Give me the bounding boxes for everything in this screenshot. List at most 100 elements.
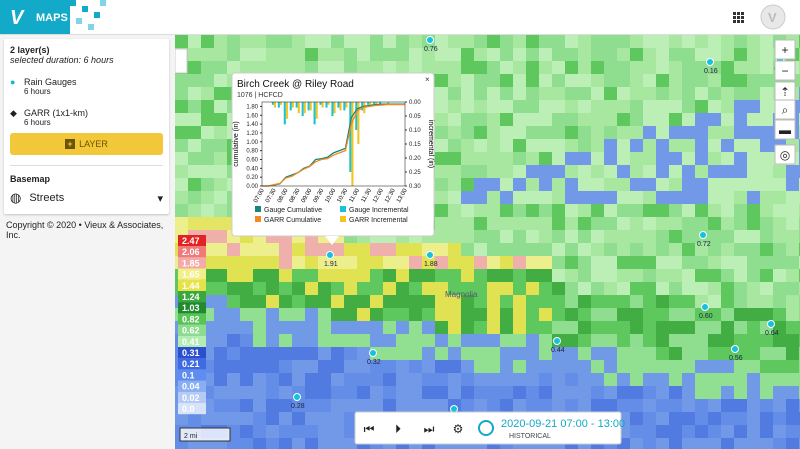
rain-cell xyxy=(760,334,773,347)
rain-cell xyxy=(604,269,617,282)
rain-cell xyxy=(279,48,292,61)
avatar[interactable] xyxy=(760,4,786,30)
rain-cell xyxy=(656,126,669,139)
rain-cell xyxy=(695,100,708,113)
rain-gauge[interactable] xyxy=(706,58,714,66)
basemap-select[interactable]: ◍ Streets ▾ xyxy=(10,190,163,205)
rain-cell xyxy=(591,347,604,360)
playback-button[interactable]: ⚙ xyxy=(453,422,464,436)
layer-item[interactable]: ◆ GARR (1x1-km) 6 hours xyxy=(10,108,89,127)
rain-cell xyxy=(526,152,539,165)
rain-cell xyxy=(474,399,487,412)
rain-cell xyxy=(591,113,604,126)
rain-cell xyxy=(682,35,695,48)
rain-cell xyxy=(760,113,773,126)
popup-close[interactable]: × xyxy=(425,75,430,84)
rain-cell xyxy=(253,35,266,48)
playback-button[interactable]: ⏭ xyxy=(424,422,435,436)
rain-gauge[interactable] xyxy=(699,231,707,239)
rain-cell xyxy=(617,295,630,308)
map-tool-button[interactable] xyxy=(774,144,796,165)
apps-icon[interactable] xyxy=(733,12,744,23)
playback-button[interactable]: ⏵ xyxy=(395,422,401,436)
rain-cell xyxy=(682,425,695,438)
rain-cell xyxy=(526,334,539,347)
rain-cell xyxy=(188,438,201,449)
rain-gauge[interactable] xyxy=(426,251,434,259)
rain-cell xyxy=(734,282,747,295)
rain-cell xyxy=(695,35,708,48)
rain-cell xyxy=(552,256,565,269)
rain-cell xyxy=(773,243,786,256)
rain-cell xyxy=(318,412,331,425)
logo[interactable]: V xyxy=(10,7,25,29)
rain-cell xyxy=(279,61,292,74)
rain-gauge[interactable] xyxy=(326,251,334,259)
rain-cell xyxy=(266,347,279,360)
map-tool-button[interactable] xyxy=(774,60,796,81)
rain-cell xyxy=(344,334,357,347)
rain-gauge[interactable] xyxy=(767,320,775,328)
rain-cell xyxy=(565,360,578,373)
rain-cell xyxy=(461,282,474,295)
playback-button[interactable]: ⏮ xyxy=(364,422,375,436)
y2-tick-label: 0.20 xyxy=(409,156,421,162)
rain-cell xyxy=(357,308,370,321)
rain-cell xyxy=(227,438,240,449)
rain-gauge[interactable] xyxy=(369,349,377,357)
add-layer-button[interactable]: + LAYER xyxy=(10,133,163,155)
layer-item[interactable]: ● Rain Gauges 6 hours xyxy=(10,77,77,96)
rain-cell xyxy=(578,139,591,152)
rain-cell xyxy=(526,165,539,178)
rain-gauge[interactable] xyxy=(293,393,301,401)
clock-icon xyxy=(478,420,494,436)
sidebar-toggle[interactable] xyxy=(175,48,188,74)
rain-cell xyxy=(266,360,279,373)
rain-cell xyxy=(786,269,799,282)
rain-cell xyxy=(201,204,214,217)
legend-swatch xyxy=(178,313,206,325)
rain-cell xyxy=(747,204,760,217)
rain-gauge[interactable] xyxy=(701,303,709,311)
rain-cell xyxy=(591,360,604,373)
rain-cell xyxy=(773,230,786,243)
rain-cell xyxy=(253,243,266,256)
rain-cell xyxy=(370,256,383,269)
rain-gauge[interactable] xyxy=(731,345,739,353)
rain-cell xyxy=(539,373,552,386)
rain-cell xyxy=(617,347,630,360)
map-tool-button[interactable] xyxy=(774,99,796,120)
rain-cell xyxy=(721,425,734,438)
rain-cell xyxy=(435,139,448,152)
rain-cell xyxy=(773,386,786,399)
rain-cell xyxy=(604,399,617,412)
rain-cell xyxy=(578,269,591,282)
map-tool-icon: + xyxy=(781,43,788,57)
map-tool-button[interactable] xyxy=(774,119,796,140)
rain-cell xyxy=(786,230,799,243)
rain-gauge[interactable] xyxy=(553,337,561,345)
layer-duration: 6 hours xyxy=(24,87,51,96)
rain-cell xyxy=(760,269,773,282)
rain-cell xyxy=(695,412,708,425)
rain-cell xyxy=(734,113,747,126)
rain-cell xyxy=(669,178,682,191)
rain-gauge[interactable] xyxy=(450,405,458,413)
rain-cell xyxy=(318,295,331,308)
rain-cell xyxy=(565,87,578,100)
rain-cell xyxy=(643,100,656,113)
map-tool-button[interactable] xyxy=(774,39,796,60)
rain-cell xyxy=(344,438,357,449)
rain-cell xyxy=(630,74,643,87)
rain-cell xyxy=(526,126,539,139)
rain-cell xyxy=(474,191,487,204)
rain-cell xyxy=(760,152,773,165)
rain-cell xyxy=(487,347,500,360)
y-tick-label: 1.60 xyxy=(246,113,258,119)
rain-cell xyxy=(656,282,669,295)
rain-cell xyxy=(409,308,422,321)
rain-gauge[interactable] xyxy=(426,36,434,44)
map[interactable]: Magnolia 2.472.061.85 1.651.441.241.030.82… xyxy=(175,35,800,449)
rain-cell xyxy=(201,152,214,165)
rain-cell xyxy=(591,269,604,282)
